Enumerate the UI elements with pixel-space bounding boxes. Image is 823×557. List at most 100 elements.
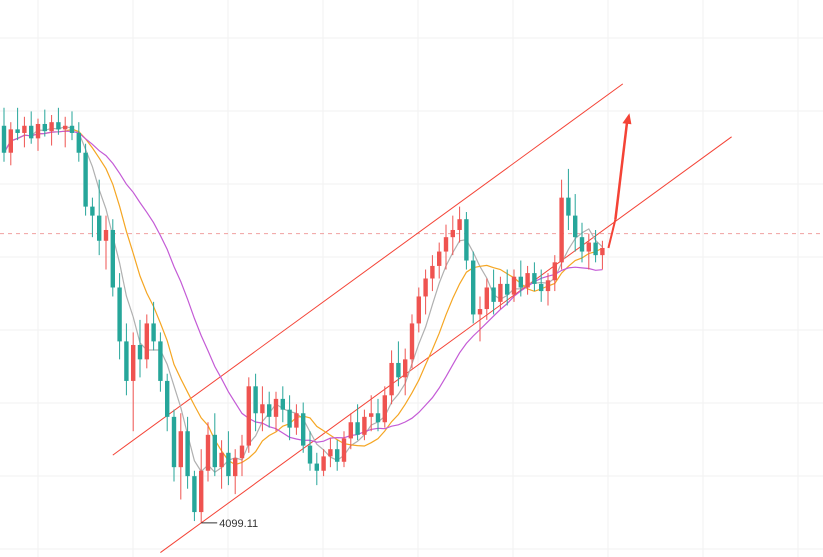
price-channel xyxy=(112,83,732,553)
arrow-up-head xyxy=(622,113,632,125)
candle-body xyxy=(63,125,68,130)
candle-body xyxy=(144,323,149,360)
candle-body xyxy=(185,431,190,477)
candle-body xyxy=(178,431,183,468)
candle-body xyxy=(450,229,455,238)
candle-body xyxy=(15,129,20,133)
candle-body xyxy=(559,197,564,263)
candle-body xyxy=(56,122,61,130)
candle-body xyxy=(314,463,319,471)
trend-arrows xyxy=(607,113,632,249)
candle-body xyxy=(552,262,557,281)
candle-body xyxy=(226,452,231,477)
candle-body xyxy=(287,409,292,428)
candle-body xyxy=(158,341,163,381)
candle-body xyxy=(348,422,353,439)
candle-body xyxy=(29,125,34,139)
candle-body xyxy=(260,404,265,414)
arrow-up-stroke xyxy=(614,119,629,220)
candle-body xyxy=(83,152,88,207)
candle-body xyxy=(42,123,47,132)
candle-body xyxy=(382,395,387,423)
candle-body xyxy=(539,283,544,292)
candle-body xyxy=(362,416,367,435)
candle-body xyxy=(246,386,251,446)
candle-body xyxy=(22,125,27,133)
candle-body xyxy=(35,123,41,139)
candle-body xyxy=(233,458,238,477)
channel-lower-line xyxy=(160,136,732,553)
candle-body xyxy=(192,476,197,513)
candle-body xyxy=(491,287,496,302)
candle-body xyxy=(369,413,374,417)
candle-body xyxy=(301,413,306,446)
candle-body xyxy=(573,215,578,238)
candle-body xyxy=(498,283,503,302)
candle-body xyxy=(328,449,333,457)
candle-body xyxy=(205,434,211,471)
candle-body xyxy=(437,251,442,266)
candle-body xyxy=(199,470,204,513)
candle-body xyxy=(103,229,109,241)
candle-body xyxy=(321,456,326,471)
candle-body xyxy=(389,362,394,396)
candle-body xyxy=(396,362,401,378)
candle-body xyxy=(600,247,605,256)
candle-body xyxy=(545,280,551,292)
low-price-label: 4099.11 xyxy=(219,518,258,530)
candle-body xyxy=(511,276,517,295)
candle-body xyxy=(532,273,537,284)
candle-body xyxy=(171,416,177,468)
candle-body xyxy=(97,215,102,241)
candle-body xyxy=(423,278,428,297)
candle-body xyxy=(586,242,591,252)
candle-body xyxy=(90,206,95,216)
candle-body xyxy=(505,283,510,295)
candle-body xyxy=(525,273,530,288)
low-price-marker: 4099.11 xyxy=(201,518,258,530)
candle-body xyxy=(477,309,483,315)
candle-body xyxy=(110,229,115,288)
candle-body xyxy=(355,422,360,435)
candle-body xyxy=(307,445,313,464)
candle-body xyxy=(76,132,81,153)
candle-body xyxy=(593,242,598,256)
candle-body xyxy=(409,323,415,360)
candle-body xyxy=(403,359,408,378)
candle-body xyxy=(579,237,585,252)
candle-body xyxy=(566,197,571,216)
candle-body xyxy=(341,438,347,462)
candle-body xyxy=(484,287,489,310)
candle-body xyxy=(294,413,299,428)
candle-body xyxy=(416,296,421,324)
candle-body xyxy=(518,276,523,288)
candle-body xyxy=(8,129,13,153)
candle-body xyxy=(131,344,136,381)
candle-body xyxy=(273,398,279,417)
candle-body xyxy=(464,219,469,261)
candle-body xyxy=(430,265,435,279)
candle-body xyxy=(471,260,476,315)
candle-body xyxy=(335,449,340,462)
candle-body xyxy=(1,125,7,153)
candle-body xyxy=(219,452,224,468)
candle-body xyxy=(151,323,156,342)
candles xyxy=(1,107,605,523)
candle-body xyxy=(267,404,272,417)
candle-body xyxy=(443,237,449,252)
candle-body xyxy=(375,413,381,423)
candle-body xyxy=(280,398,285,410)
candle-body xyxy=(212,434,217,468)
candle-body xyxy=(165,380,170,417)
candle-body xyxy=(69,125,75,133)
candle-body xyxy=(253,386,258,414)
candle-body xyxy=(137,344,143,360)
candle-body xyxy=(117,287,122,342)
candle-body xyxy=(239,445,245,459)
candle-body xyxy=(457,219,462,230)
channel-upper-line xyxy=(112,83,624,456)
arrow-down-stroke xyxy=(607,219,617,249)
candle-body xyxy=(124,341,129,381)
